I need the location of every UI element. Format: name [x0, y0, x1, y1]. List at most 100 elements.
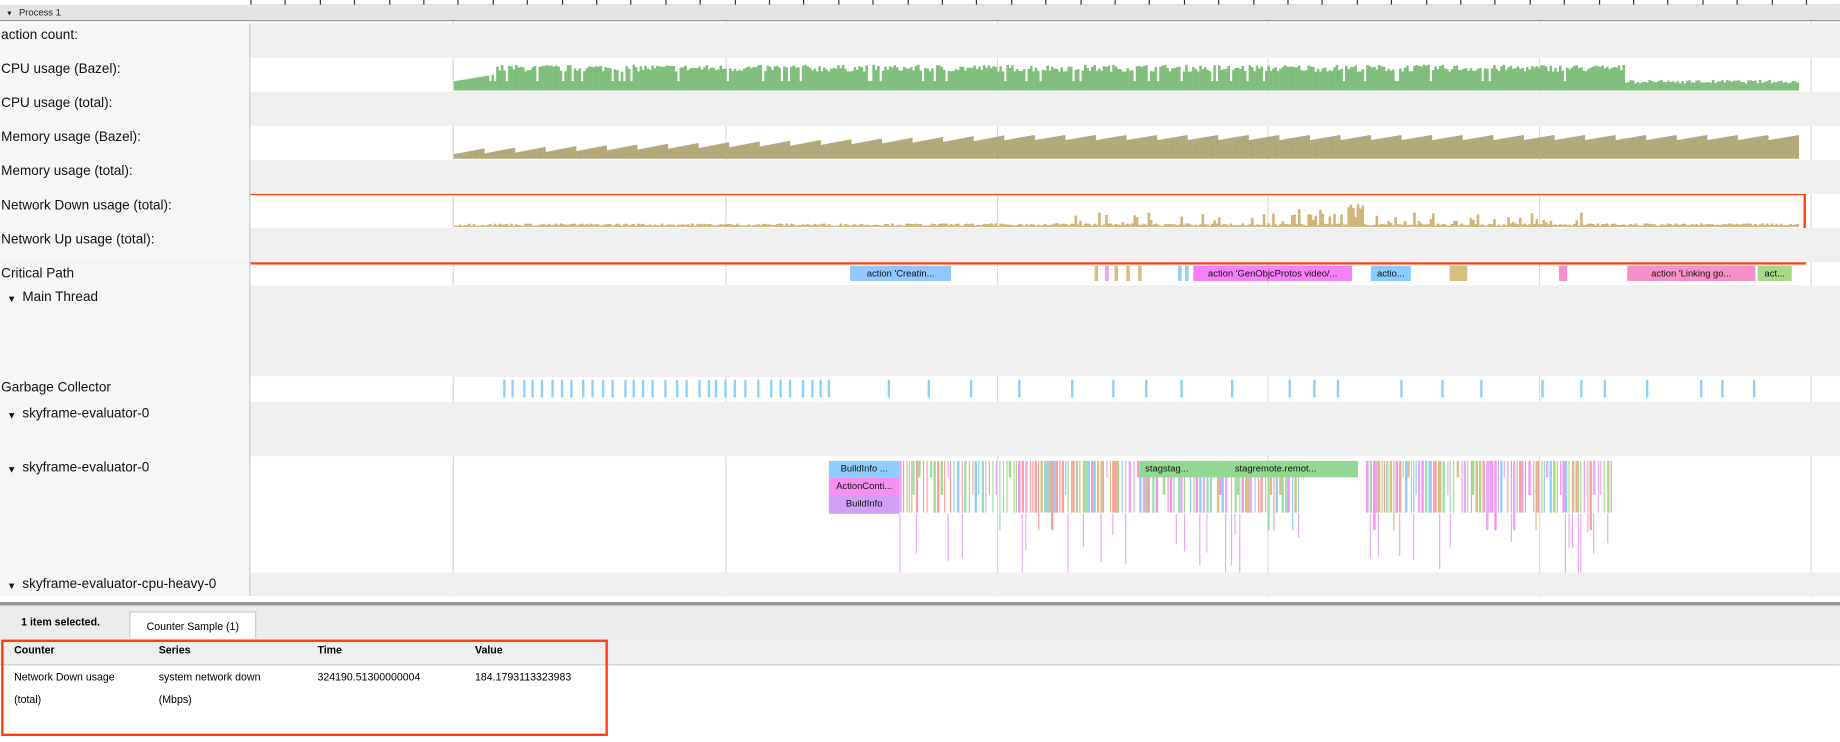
counter-sample[interactable]	[674, 147, 678, 159]
counter-sample[interactable]	[851, 70, 854, 91]
counter-sample[interactable]	[1728, 223, 1731, 227]
counter-sample[interactable]	[1283, 65, 1287, 91]
trace-slice[interactable]	[1418, 460, 1421, 513]
counter-sample[interactable]	[599, 66, 603, 91]
counter-sample[interactable]	[900, 70, 904, 91]
trace-slice[interactable]	[1209, 460, 1212, 513]
counter-sample[interactable]	[696, 143, 699, 159]
counter-sample[interactable]	[691, 223, 694, 227]
trace-slice[interactable]	[915, 460, 918, 513]
gc-event[interactable]	[1112, 379, 1115, 398]
trace-slice[interactable]	[1447, 460, 1449, 495]
counter-sample[interactable]	[1138, 66, 1141, 91]
counter-sample[interactable]	[1420, 66, 1423, 91]
counter-sample[interactable]	[531, 225, 535, 227]
counter-sample[interactable]	[503, 149, 506, 159]
counter-sample[interactable]	[1180, 81, 1183, 91]
counter-sample[interactable]	[465, 225, 469, 227]
counter-sample[interactable]	[862, 141, 866, 159]
counter-sample[interactable]	[1787, 136, 1790, 159]
counter-sample[interactable]	[792, 224, 796, 227]
counter-sample[interactable]	[931, 138, 934, 159]
counter-sample[interactable]	[1645, 139, 1649, 159]
counter-sample[interactable]	[1180, 216, 1183, 227]
gc-event[interactable]	[1752, 379, 1756, 398]
counter-sample[interactable]	[1352, 66, 1355, 91]
counter-sample[interactable]	[1314, 215, 1318, 227]
counter-sample[interactable]	[703, 223, 706, 227]
counter-sample[interactable]	[1015, 138, 1019, 159]
counter-sample[interactable]	[460, 152, 464, 159]
counter-sample[interactable]	[1481, 136, 1484, 159]
counter-sample[interactable]	[1486, 225, 1489, 227]
counter-sample[interactable]	[935, 138, 939, 159]
counter-sample[interactable]	[1163, 138, 1167, 159]
counter-sample[interactable]	[688, 225, 692, 227]
counter-sample[interactable]	[1196, 138, 1200, 159]
counter-sample[interactable]	[1770, 83, 1774, 91]
counter-sample[interactable]	[599, 225, 603, 227]
trace-slice[interactable]	[1216, 460, 1219, 513]
trace-slice[interactable]	[1002, 460, 1005, 513]
counter-sample[interactable]	[1450, 69, 1454, 91]
counter-sample[interactable]	[1255, 138, 1259, 159]
counter-sample[interactable]	[1366, 64, 1369, 91]
counter-sample[interactable]	[787, 225, 791, 227]
counter-sample[interactable]	[1406, 224, 1409, 227]
counter-sample[interactable]	[1058, 135, 1061, 159]
counter-sample[interactable]	[858, 224, 861, 227]
counter-sample[interactable]	[583, 149, 586, 159]
counter-sample[interactable]	[1076, 224, 1080, 227]
counter-sample[interactable]	[1787, 83, 1790, 91]
counter-sample[interactable]	[1483, 68, 1487, 91]
counter-sample[interactable]	[482, 224, 485, 227]
counter-sample[interactable]	[783, 225, 786, 227]
counter-sample[interactable]	[637, 149, 640, 159]
counter-sample[interactable]	[1011, 65, 1014, 91]
trace-slice[interactable]	[1449, 513, 1451, 548]
counter-sample[interactable]	[1486, 68, 1489, 91]
counter-sample[interactable]	[573, 146, 577, 159]
trace-slice[interactable]	[1378, 460, 1381, 513]
counter-sample[interactable]	[865, 65, 868, 91]
counter-sample[interactable]	[467, 78, 471, 91]
counter-sample[interactable]	[1401, 139, 1405, 159]
counter-sample[interactable]	[855, 69, 859, 91]
counter-sample[interactable]	[656, 225, 659, 227]
counter-sample[interactable]	[724, 68, 727, 91]
counter-sample[interactable]	[745, 143, 748, 159]
counter-sample[interactable]	[1208, 71, 1212, 91]
critical-path-slice[interactable]: act...	[1757, 265, 1792, 281]
trace-slice[interactable]	[1396, 460, 1398, 513]
counter-sample[interactable]	[1046, 225, 1049, 227]
counter-sample[interactable]	[496, 225, 499, 227]
counter-sample[interactable]	[1598, 137, 1602, 159]
counter-sample[interactable]	[1775, 82, 1778, 91]
trace-slice[interactable]	[1245, 460, 1248, 513]
counter-sample[interactable]	[1069, 223, 1073, 227]
counter-sample[interactable]	[1787, 225, 1790, 227]
counter-chart[interactable]	[0, 0, 1800, 159]
trace-slice[interactable]	[1516, 460, 1518, 513]
trace-slice[interactable]	[1430, 460, 1433, 513]
trace-slice[interactable]	[1279, 460, 1282, 495]
gc-event[interactable]	[503, 379, 506, 398]
counter-sample[interactable]	[1784, 137, 1788, 159]
counter-sample[interactable]	[931, 68, 934, 91]
counter-sample[interactable]	[1107, 137, 1111, 159]
counter-sample[interactable]	[905, 223, 908, 227]
counter-sample[interactable]	[1420, 136, 1423, 159]
counter-sample[interactable]	[681, 145, 685, 159]
counter-sample[interactable]	[1747, 80, 1750, 91]
counter-sample[interactable]	[1683, 83, 1687, 91]
counter-chart[interactable]	[0, 0, 1800, 227]
counter-sample[interactable]	[1523, 223, 1527, 227]
counter-sample[interactable]	[757, 65, 760, 91]
counter-sample[interactable]	[632, 64, 636, 91]
gc-event[interactable]	[531, 379, 535, 398]
counter-sample[interactable]	[710, 224, 713, 227]
counter-sample[interactable]	[1775, 223, 1778, 227]
counter-sample[interactable]	[1530, 213, 1534, 227]
counter-sample[interactable]	[797, 144, 800, 159]
counter-sample[interactable]	[1267, 65, 1270, 91]
